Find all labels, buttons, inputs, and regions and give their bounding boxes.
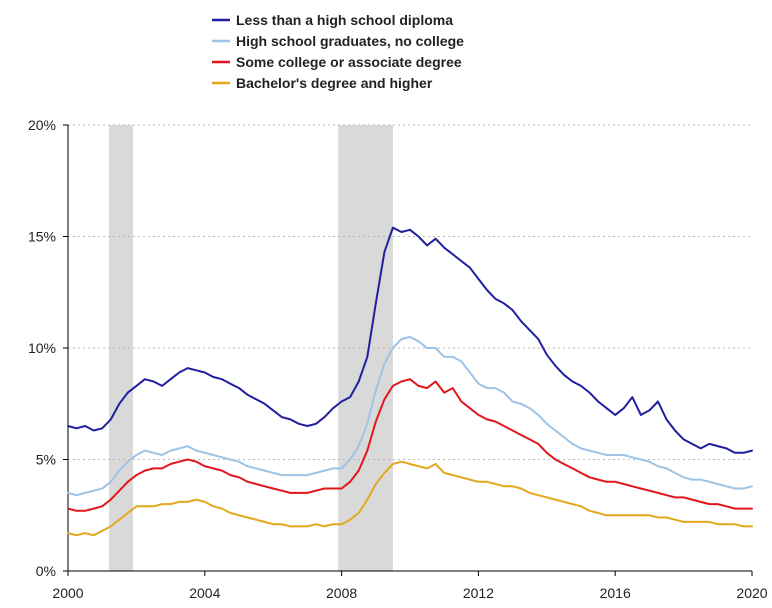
y-tick-label-1: 5% (36, 452, 56, 468)
x-tick-label-1: 2004 (189, 585, 220, 601)
y-tick-label-2: 10% (28, 340, 56, 356)
legend: Less than a high school diploma High scho… (212, 12, 464, 91)
recession-bands (109, 125, 393, 571)
y-tick-label-0: 0% (36, 563, 56, 579)
legend-label-2: High school graduates, no college (236, 33, 464, 49)
y-tick-label-4: 20% (28, 117, 56, 133)
x-tick-label-4: 2016 (600, 585, 631, 601)
x-tick-label-0: 2000 (52, 585, 83, 601)
series-line-4 (68, 462, 752, 536)
axes: 0% 5% 10% 15% 20% 2000 2004 2008 2012 2016 2020 (28, 117, 768, 601)
series-line-1 (68, 228, 752, 453)
legend-label-3: Some college or associate degree (236, 54, 462, 70)
x-tick-label-2: 2008 (326, 585, 357, 601)
series-line-3 (68, 379, 752, 511)
series-lines (68, 228, 752, 536)
series-line-2 (68, 337, 752, 495)
legend-label-1: Less than a high school diploma (236, 12, 453, 28)
x-tick-label-5: 2020 (736, 585, 767, 601)
legend-label-4: Bachelor's degree and higher (236, 75, 433, 91)
y-tick-label-3: 15% (28, 229, 56, 245)
x-tick-label-3: 2012 (463, 585, 494, 601)
